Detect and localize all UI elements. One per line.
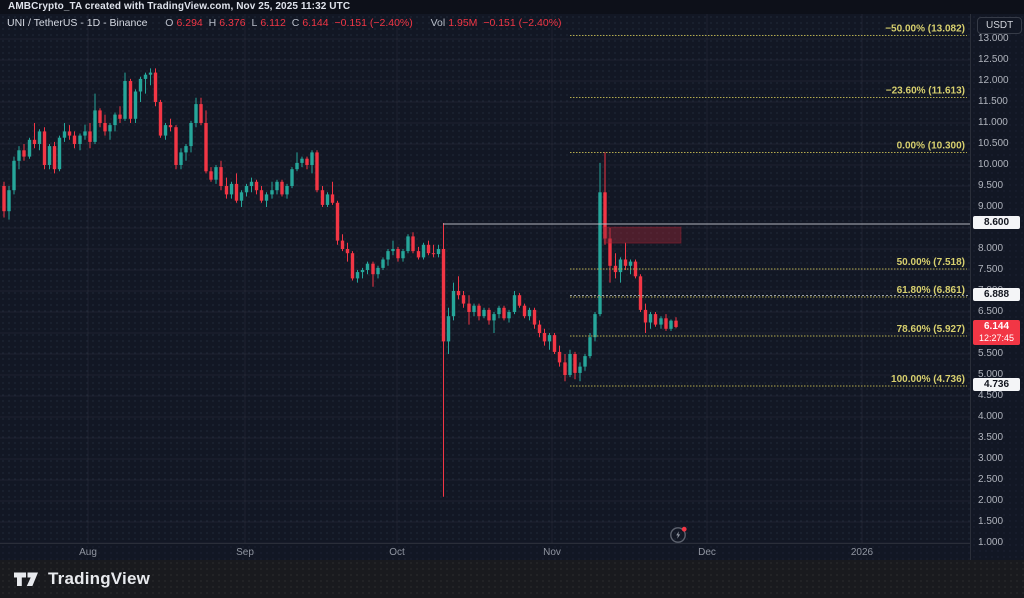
- realtime-lightning-button[interactable]: [668, 523, 690, 545]
- price-tick: 4.500: [978, 390, 1004, 401]
- price-tick: 11.500: [978, 96, 1008, 107]
- price-tick: 3.000: [978, 453, 1004, 464]
- time-tick: Dec: [698, 547, 716, 558]
- fib-level-label: 50.00% (7.518): [897, 257, 965, 268]
- price-axis[interactable]: USDT 13.000 12.500 12.000 11.500 11.000 10.50…: [970, 14, 1024, 560]
- open-value: 6.294: [176, 17, 203, 29]
- currency-button[interactable]: USDT: [977, 17, 1023, 34]
- fib-level-label: 0.00% (10.300): [897, 140, 965, 151]
- open-label: O: [165, 17, 174, 29]
- time-tick: Oct: [389, 547, 405, 558]
- fib-level-label: 61.80% (6.861): [897, 285, 965, 296]
- tradingview-wordmark: TradingView: [48, 569, 151, 588]
- attribution-text: AMBCrypto_TA created with TradingView.co…: [8, 1, 351, 12]
- fib-level-label: 78.60% (5.927): [897, 324, 965, 335]
- price-line-badge: 6.888: [973, 287, 1020, 301]
- brand-bar: TradingView: [0, 560, 1024, 598]
- price-tick: 2.000: [978, 495, 1004, 506]
- fib-level-label: −23.60% (11.613): [886, 85, 965, 96]
- price-tick: 13.000: [978, 33, 1009, 44]
- price-tick: 7.500: [978, 264, 1004, 275]
- attribution-bar: AMBCrypto_TA created with TradingView.co…: [0, 0, 1024, 14]
- close-value: 6.144: [302, 17, 329, 29]
- price-tick: 5.500: [978, 348, 1004, 359]
- time-axis[interactable]: Aug Sep Oct Nov Dec 2026: [0, 543, 970, 560]
- price-tick: 1.000: [978, 537, 1004, 548]
- price-tick: 1.500: [978, 516, 1004, 527]
- price-tick: 2.500: [978, 474, 1004, 485]
- price-tick: 12.000: [978, 75, 1009, 86]
- time-tick: 2026: [850, 547, 874, 558]
- price-tick: 4.000: [978, 411, 1004, 422]
- time-tick: Aug: [79, 547, 97, 558]
- volume-value: 1.95M: [448, 17, 478, 29]
- price-line-badge: 8.600: [973, 215, 1020, 229]
- fib-level-label: 100.00% (4.736): [891, 374, 965, 385]
- price-tick: 10.500: [978, 138, 1009, 149]
- low-label: L: [251, 17, 258, 29]
- volume-label: Vol: [430, 17, 446, 29]
- price-tick: 9.500: [978, 180, 1004, 191]
- fib-level-label: −50.00% (13.082): [885, 24, 965, 35]
- close-label: C: [291, 17, 300, 29]
- price-tick: 12.500: [978, 54, 1009, 65]
- notification-dot: [681, 526, 687, 532]
- time-tick: Sep: [236, 547, 254, 558]
- last-price-badge: 6.144 12:27:45: [973, 319, 1020, 345]
- price-line-badge: 4.736: [973, 378, 1020, 392]
- price-tick: 9.000: [978, 201, 1004, 212]
- price-tick: 5.000: [978, 369, 1004, 380]
- volume-change-value: −0.151 (−2.40%): [483, 17, 562, 29]
- symbol-title[interactable]: UNI / TetherUS - 1D - Binance: [7, 17, 148, 29]
- high-label: H: [208, 17, 217, 29]
- time-tick: Nov: [543, 547, 561, 558]
- price-tick: 11.000: [978, 117, 1008, 128]
- price-tick: 8.000: [978, 243, 1004, 254]
- lightning-icon: [670, 526, 687, 543]
- symbol-legend[interactable]: UNI / TetherUS - 1D - Binance O 6.294 H 6.…: [7, 17, 565, 29]
- price-tick: 3.500: [978, 432, 1004, 443]
- change-value: −0.151 (−2.40%): [334, 17, 413, 29]
- bar-countdown: 12:27:45: [978, 332, 1015, 343]
- candlestick-chart[interactable]: −50.00% (13.082) −23.60% (11.613) 0.00% (1…: [0, 0, 970, 560]
- high-value: 6.376: [219, 17, 246, 29]
- price-tick: 10.000: [978, 159, 1009, 170]
- tradingview-logo-icon: [14, 572, 38, 586]
- low-value: 6.112: [260, 17, 286, 29]
- tradingview-logo[interactable]: TradingView: [14, 569, 150, 589]
- price-tick: 6.500: [978, 306, 1004, 317]
